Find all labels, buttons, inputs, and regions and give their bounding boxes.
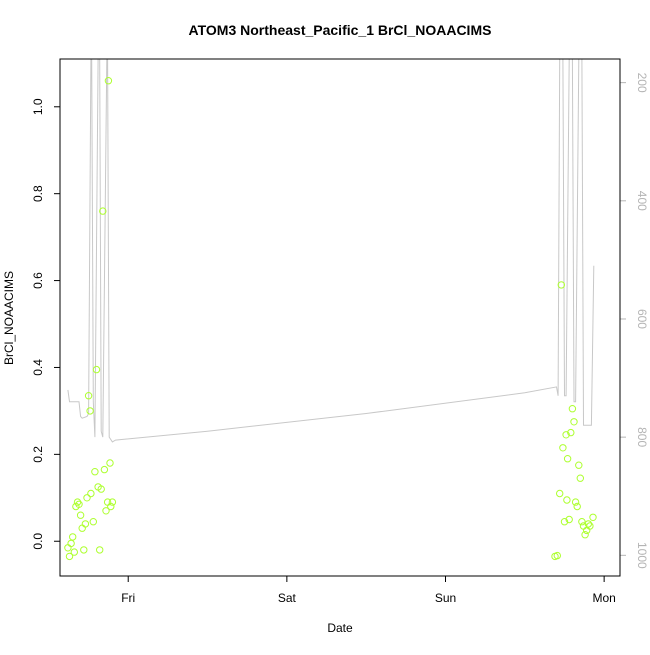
data-point [107, 502, 115, 511]
data-point [578, 518, 586, 526]
data-point [560, 518, 569, 526]
data-point [108, 498, 117, 506]
data-point [102, 507, 110, 515]
data-point [100, 465, 109, 474]
data-point [559, 444, 567, 452]
data-point [568, 405, 577, 413]
y-axis-label: BrCl_NOAACIMS [2, 271, 16, 365]
data-point [69, 533, 77, 541]
chart-title: ATOM3 Northeast_Pacific_1 BrCl_NOAACIMS [189, 22, 492, 38]
x-axis-label: Date [327, 621, 353, 635]
data-point [570, 418, 578, 426]
data-point [553, 551, 561, 560]
data-point [73, 498, 82, 506]
data-point [571, 498, 580, 506]
data-point [581, 531, 589, 539]
data-point [586, 522, 594, 530]
data-point [80, 546, 88, 554]
chart-marks [64, 59, 597, 561]
data-point [84, 392, 93, 400]
data-point [575, 461, 583, 469]
data-point [91, 468, 99, 476]
data-point [99, 207, 107, 215]
data-point [104, 77, 113, 85]
y-tick-label: 0.6 [31, 272, 45, 289]
data-point [557, 281, 565, 289]
data-point [70, 548, 79, 556]
right-axis-tick-label: 200 [635, 73, 649, 93]
y-tick-label: 0.0 [31, 533, 45, 550]
data-point [75, 500, 83, 508]
data-point [76, 511, 85, 519]
data-point [563, 496, 571, 504]
data-point [565, 515, 573, 524]
x-tick-label: Sat [278, 591, 297, 605]
data-point [97, 485, 105, 493]
data-point [83, 494, 91, 502]
data-point [556, 489, 564, 498]
x-tick-label: Sun [435, 591, 456, 605]
x-tick-label: Mon [592, 591, 615, 605]
y-tick-label: 0.4 [31, 359, 45, 376]
data-point [86, 407, 94, 415]
data-point [563, 455, 572, 463]
right-axis-tick-label: 1000 [635, 542, 649, 569]
data-point [573, 502, 581, 511]
right-axis-tick-label: 800 [635, 427, 649, 447]
y-tick-label: 0.8 [31, 185, 45, 202]
x-tick-label: Fri [121, 591, 135, 605]
right-axis-tick-label: 400 [635, 191, 649, 211]
right-axis-tick-label: 600 [635, 309, 649, 329]
data-point [567, 428, 575, 437]
data-point [576, 474, 584, 482]
y-tick-label: 1.0 [31, 98, 45, 115]
data-point [589, 513, 597, 521]
data-point [584, 520, 592, 528]
data-point [87, 489, 95, 498]
series-line [67, 59, 595, 443]
data-point [106, 459, 114, 467]
data-point [96, 546, 104, 554]
data-point [92, 365, 101, 374]
y-tick-label: 0.2 [31, 446, 45, 463]
data-point [562, 431, 570, 439]
data-point [89, 518, 98, 526]
data-point [81, 520, 90, 528]
plot-area [64, 59, 597, 561]
data-point [65, 552, 74, 561]
plot-frame [59, 58, 621, 577]
